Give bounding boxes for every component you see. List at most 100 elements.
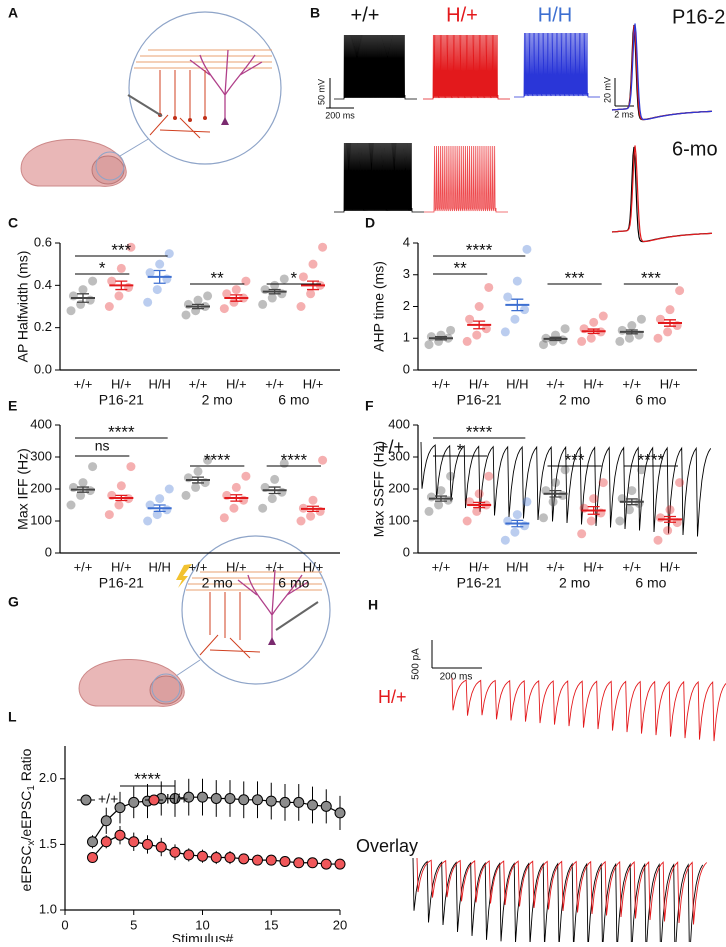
- significance-label: ns: [95, 438, 110, 454]
- data-point: [265, 795, 277, 807]
- x-tick-label: +/+: [265, 559, 284, 574]
- data-point: [577, 529, 587, 539]
- y-tick-label: 400: [30, 416, 52, 431]
- y-tick-label: 4: [403, 234, 410, 249]
- data-point: [183, 849, 195, 861]
- data-point: [503, 292, 513, 302]
- y-tick-label: 200: [388, 480, 410, 495]
- data-point: [296, 302, 306, 311]
- data-point: [169, 792, 181, 804]
- data-point: [191, 306, 201, 316]
- data-point: [155, 494, 165, 504]
- spike-train: [424, 145, 508, 213]
- panel-letter: F: [365, 398, 374, 414]
- error-bar: [549, 489, 562, 498]
- data-point: [277, 487, 287, 497]
- data-point: [114, 291, 124, 301]
- data-point: [318, 242, 328, 252]
- data-point: [512, 510, 522, 520]
- x-tick-label: H/+: [111, 559, 132, 574]
- data-point: [258, 503, 268, 513]
- data-point: [193, 295, 203, 305]
- genotype-label: +/+: [351, 4, 380, 26]
- y-axis-title: Max IFF (Hz): [15, 448, 31, 530]
- x-tick-label: +/+: [189, 376, 208, 391]
- data-point: [267, 494, 277, 504]
- x-tick-label: H/+: [226, 376, 247, 391]
- data-point: [114, 802, 126, 814]
- x-tick-label: +/+: [189, 559, 208, 574]
- spike-train: [514, 32, 600, 98]
- data-point: [267, 293, 277, 303]
- x-tick-label: 0: [61, 917, 68, 932]
- significance-label: *: [457, 440, 464, 459]
- data-point: [617, 325, 627, 335]
- data-point: [143, 297, 153, 307]
- data-point: [152, 285, 162, 295]
- data-point: [183, 299, 193, 309]
- data-point: [653, 333, 663, 343]
- data-point: [193, 466, 203, 476]
- ap-waveform: [611, 24, 713, 121]
- x-tick-label: +/+: [74, 559, 93, 574]
- legend-label: +/+: [98, 791, 118, 807]
- data-point: [665, 305, 675, 315]
- data-point: [474, 302, 484, 311]
- error-bar: [230, 494, 243, 502]
- error-bar: [664, 319, 676, 327]
- x-tick-label: H/+: [303, 376, 324, 391]
- panel-letter: C: [8, 215, 18, 231]
- y-axis-title-part: /eEPSC: [18, 791, 34, 841]
- row-label: Overlay: [356, 836, 418, 856]
- data-point: [598, 478, 608, 488]
- data-point: [219, 304, 229, 314]
- x-tick-label: H/+: [583, 376, 604, 391]
- data-point: [78, 285, 88, 295]
- data-point: [675, 286, 685, 296]
- data-point: [260, 285, 270, 295]
- data-point: [162, 274, 172, 284]
- data-point: [231, 482, 241, 492]
- data-point: [308, 495, 318, 505]
- data-point: [586, 516, 596, 526]
- data-point: [224, 792, 236, 804]
- y-tick-label: 300: [388, 448, 410, 463]
- data-point: [238, 853, 250, 865]
- data-point: [520, 305, 530, 315]
- y-tick-label: 1: [403, 330, 410, 345]
- data-point: [258, 299, 268, 309]
- data-point: [128, 836, 140, 848]
- data-point: [539, 340, 548, 350]
- group-label: 6 mo: [635, 392, 666, 408]
- data-point: [181, 310, 191, 320]
- data-point: [114, 829, 126, 841]
- significance-label: ****: [134, 769, 161, 788]
- data-point: [210, 852, 222, 864]
- y-tick-label: 400: [388, 416, 410, 431]
- data-point: [210, 792, 222, 804]
- x-tick-label: 20: [333, 917, 347, 932]
- x-tick-label: H/+: [226, 559, 247, 574]
- x-tick-label: +/+: [622, 559, 641, 574]
- y-tick-label: 0: [403, 544, 410, 559]
- group-label: 2 mo: [559, 575, 590, 591]
- data-point: [224, 852, 236, 864]
- group-label: 6 mo: [278, 392, 309, 408]
- data-point: [334, 858, 346, 870]
- y-tick-label: 300: [30, 448, 52, 463]
- data-point: [85, 295, 95, 305]
- data-point: [560, 465, 570, 475]
- scale-label: 50 mV: [316, 79, 326, 105]
- data-point: [436, 486, 446, 496]
- data-point: [655, 314, 665, 324]
- data-point: [306, 511, 316, 521]
- y-axis-title: eEPSCx/eEPSC1 Ratio: [18, 748, 37, 891]
- significance-label: ****: [281, 450, 308, 469]
- epsc-trace: [416, 857, 708, 925]
- ap-waveform: [611, 146, 713, 243]
- y-tick-label: 0: [45, 544, 52, 559]
- significance-label: **: [453, 258, 467, 277]
- data-point: [307, 857, 318, 869]
- error-bar: [587, 505, 600, 515]
- data-point: [636, 465, 646, 475]
